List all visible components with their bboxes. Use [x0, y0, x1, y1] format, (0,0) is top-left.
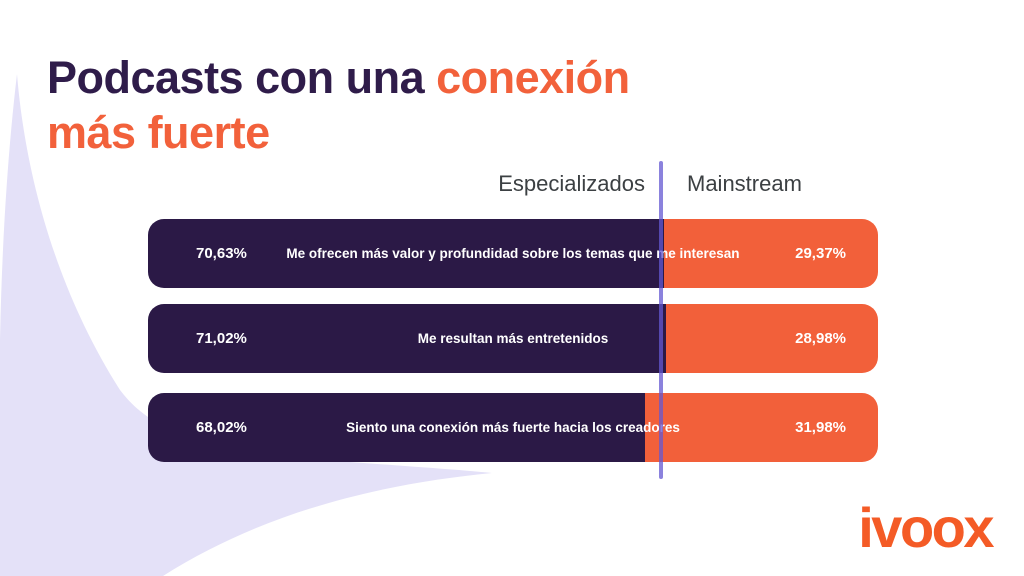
bar-chart: 70,63% Me ofrecen más valor y profundida…: [148, 219, 878, 463]
bar-row-entretenidos: 71,02% Me resultan más entretenidos 28,9…: [148, 304, 878, 373]
title-segment-orange: conexión: [436, 52, 630, 103]
bar-label: Me resultan más entretenidos: [417, 331, 609, 346]
column-header-mainstream: Mainstream: [687, 171, 802, 196]
bar-value-right: 28,98%: [795, 330, 846, 347]
page-title: Podcasts con una conexión más fuerte: [47, 50, 827, 160]
bar-row-valor-profundidad: 70,63% Me ofrecen más valor y profundida…: [148, 219, 878, 288]
title-segment-purple: Podcasts con una: [47, 52, 437, 103]
bar-segment-mainstream: [666, 304, 878, 373]
bar-label: Me ofrecen más valor y profundidad sobre…: [286, 246, 740, 261]
bar-segment-mainstream: [663, 219, 878, 288]
column-divider-line: [659, 161, 663, 479]
title-line2-orange: más fuerte: [47, 107, 270, 158]
bar-value-right: 31,98%: [795, 419, 846, 436]
bar-segment-mainstream: [644, 393, 878, 462]
bar-label: Siento una conexión más fuerte hacia los…: [346, 420, 680, 435]
ivoox-logo: ivoox: [858, 496, 994, 559]
column-header-especializados: Especializados: [498, 171, 645, 196]
bar-row-conexion-creadores: 68,02% Siento una conexión más fuerte ha…: [148, 393, 878, 462]
bar-value-right: 29,37%: [795, 245, 846, 262]
